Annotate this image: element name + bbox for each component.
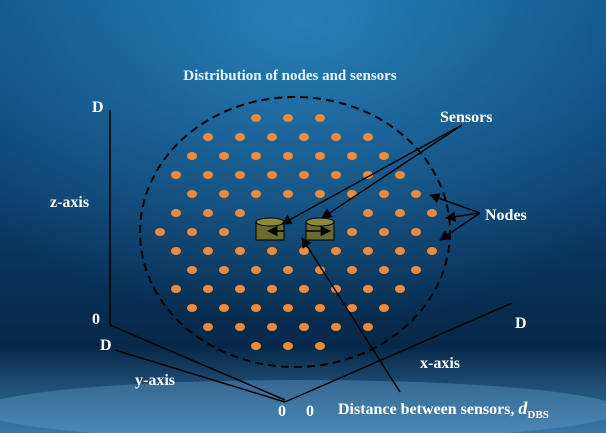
x-min: 0 xyxy=(306,403,314,420)
node xyxy=(283,266,293,274)
node xyxy=(235,209,245,217)
node xyxy=(267,323,277,331)
sensor-top xyxy=(306,218,334,226)
node xyxy=(363,323,373,331)
node xyxy=(299,133,309,141)
x-max: D xyxy=(515,315,527,332)
node xyxy=(219,152,229,160)
nodes-label: Nodes xyxy=(485,207,527,224)
node xyxy=(379,304,389,312)
node xyxy=(411,190,421,198)
node xyxy=(283,342,293,350)
node xyxy=(171,171,181,179)
node xyxy=(395,285,405,293)
z-min: 0 xyxy=(92,311,100,328)
node xyxy=(299,323,309,331)
node xyxy=(171,209,181,217)
node xyxy=(219,266,229,274)
node xyxy=(203,209,213,217)
sensors-label: Sensors xyxy=(440,109,492,126)
distance-label: Distance between sensors, dDBS xyxy=(338,398,549,421)
node xyxy=(395,171,405,179)
node xyxy=(315,190,325,198)
node xyxy=(347,190,357,198)
node xyxy=(267,285,277,293)
sensor-top xyxy=(256,218,284,226)
node xyxy=(171,247,181,255)
y-axis-label: y-axis xyxy=(135,372,175,389)
node xyxy=(283,190,293,198)
node xyxy=(379,190,389,198)
node xyxy=(315,114,325,122)
node xyxy=(379,228,389,236)
node xyxy=(331,133,341,141)
node xyxy=(187,304,197,312)
y-min: 0 xyxy=(278,403,286,420)
diagram: Distribution of nodes and sensors Sensor… xyxy=(0,0,606,433)
node xyxy=(203,247,213,255)
node xyxy=(363,285,373,293)
node xyxy=(187,266,197,274)
node xyxy=(315,304,325,312)
node xyxy=(427,247,437,255)
node xyxy=(251,342,261,350)
node xyxy=(331,247,341,255)
distance-text: Distance between sensors, xyxy=(338,401,518,418)
node xyxy=(203,323,213,331)
z-axis-label: z-axis xyxy=(50,194,89,211)
node xyxy=(283,304,293,312)
node xyxy=(251,266,261,274)
node xyxy=(235,171,245,179)
node xyxy=(315,342,325,350)
node xyxy=(395,247,405,255)
node xyxy=(171,285,181,293)
node xyxy=(203,133,213,141)
node xyxy=(299,247,309,255)
node xyxy=(379,152,389,160)
node xyxy=(331,323,341,331)
node xyxy=(347,228,357,236)
node xyxy=(411,266,421,274)
node xyxy=(219,228,229,236)
title: Distribution of nodes and sensors xyxy=(183,68,397,84)
node xyxy=(187,228,197,236)
node xyxy=(187,152,197,160)
node xyxy=(347,152,357,160)
node xyxy=(315,152,325,160)
node xyxy=(299,171,309,179)
node xyxy=(379,266,389,274)
node xyxy=(203,285,213,293)
z-max: D xyxy=(92,99,104,116)
node xyxy=(251,114,261,122)
y-max: D xyxy=(100,337,112,354)
node xyxy=(267,171,277,179)
distance-subscript: DBS xyxy=(527,409,548,421)
node xyxy=(267,247,277,255)
node xyxy=(363,133,373,141)
node xyxy=(347,266,357,274)
node xyxy=(155,228,165,236)
node xyxy=(395,209,405,217)
node xyxy=(411,228,421,236)
node xyxy=(299,285,309,293)
node xyxy=(363,209,373,217)
node xyxy=(251,190,261,198)
node xyxy=(331,171,341,179)
node xyxy=(187,190,197,198)
node xyxy=(219,190,229,198)
node xyxy=(235,285,245,293)
x-axis-label: x-axis xyxy=(420,355,460,372)
node xyxy=(283,114,293,122)
node xyxy=(235,247,245,255)
node xyxy=(363,247,373,255)
node xyxy=(267,133,277,141)
node xyxy=(235,323,245,331)
node xyxy=(251,304,261,312)
node xyxy=(283,152,293,160)
node xyxy=(427,209,437,217)
node xyxy=(219,304,229,312)
node xyxy=(203,171,213,179)
node xyxy=(251,152,261,160)
node xyxy=(235,133,245,141)
